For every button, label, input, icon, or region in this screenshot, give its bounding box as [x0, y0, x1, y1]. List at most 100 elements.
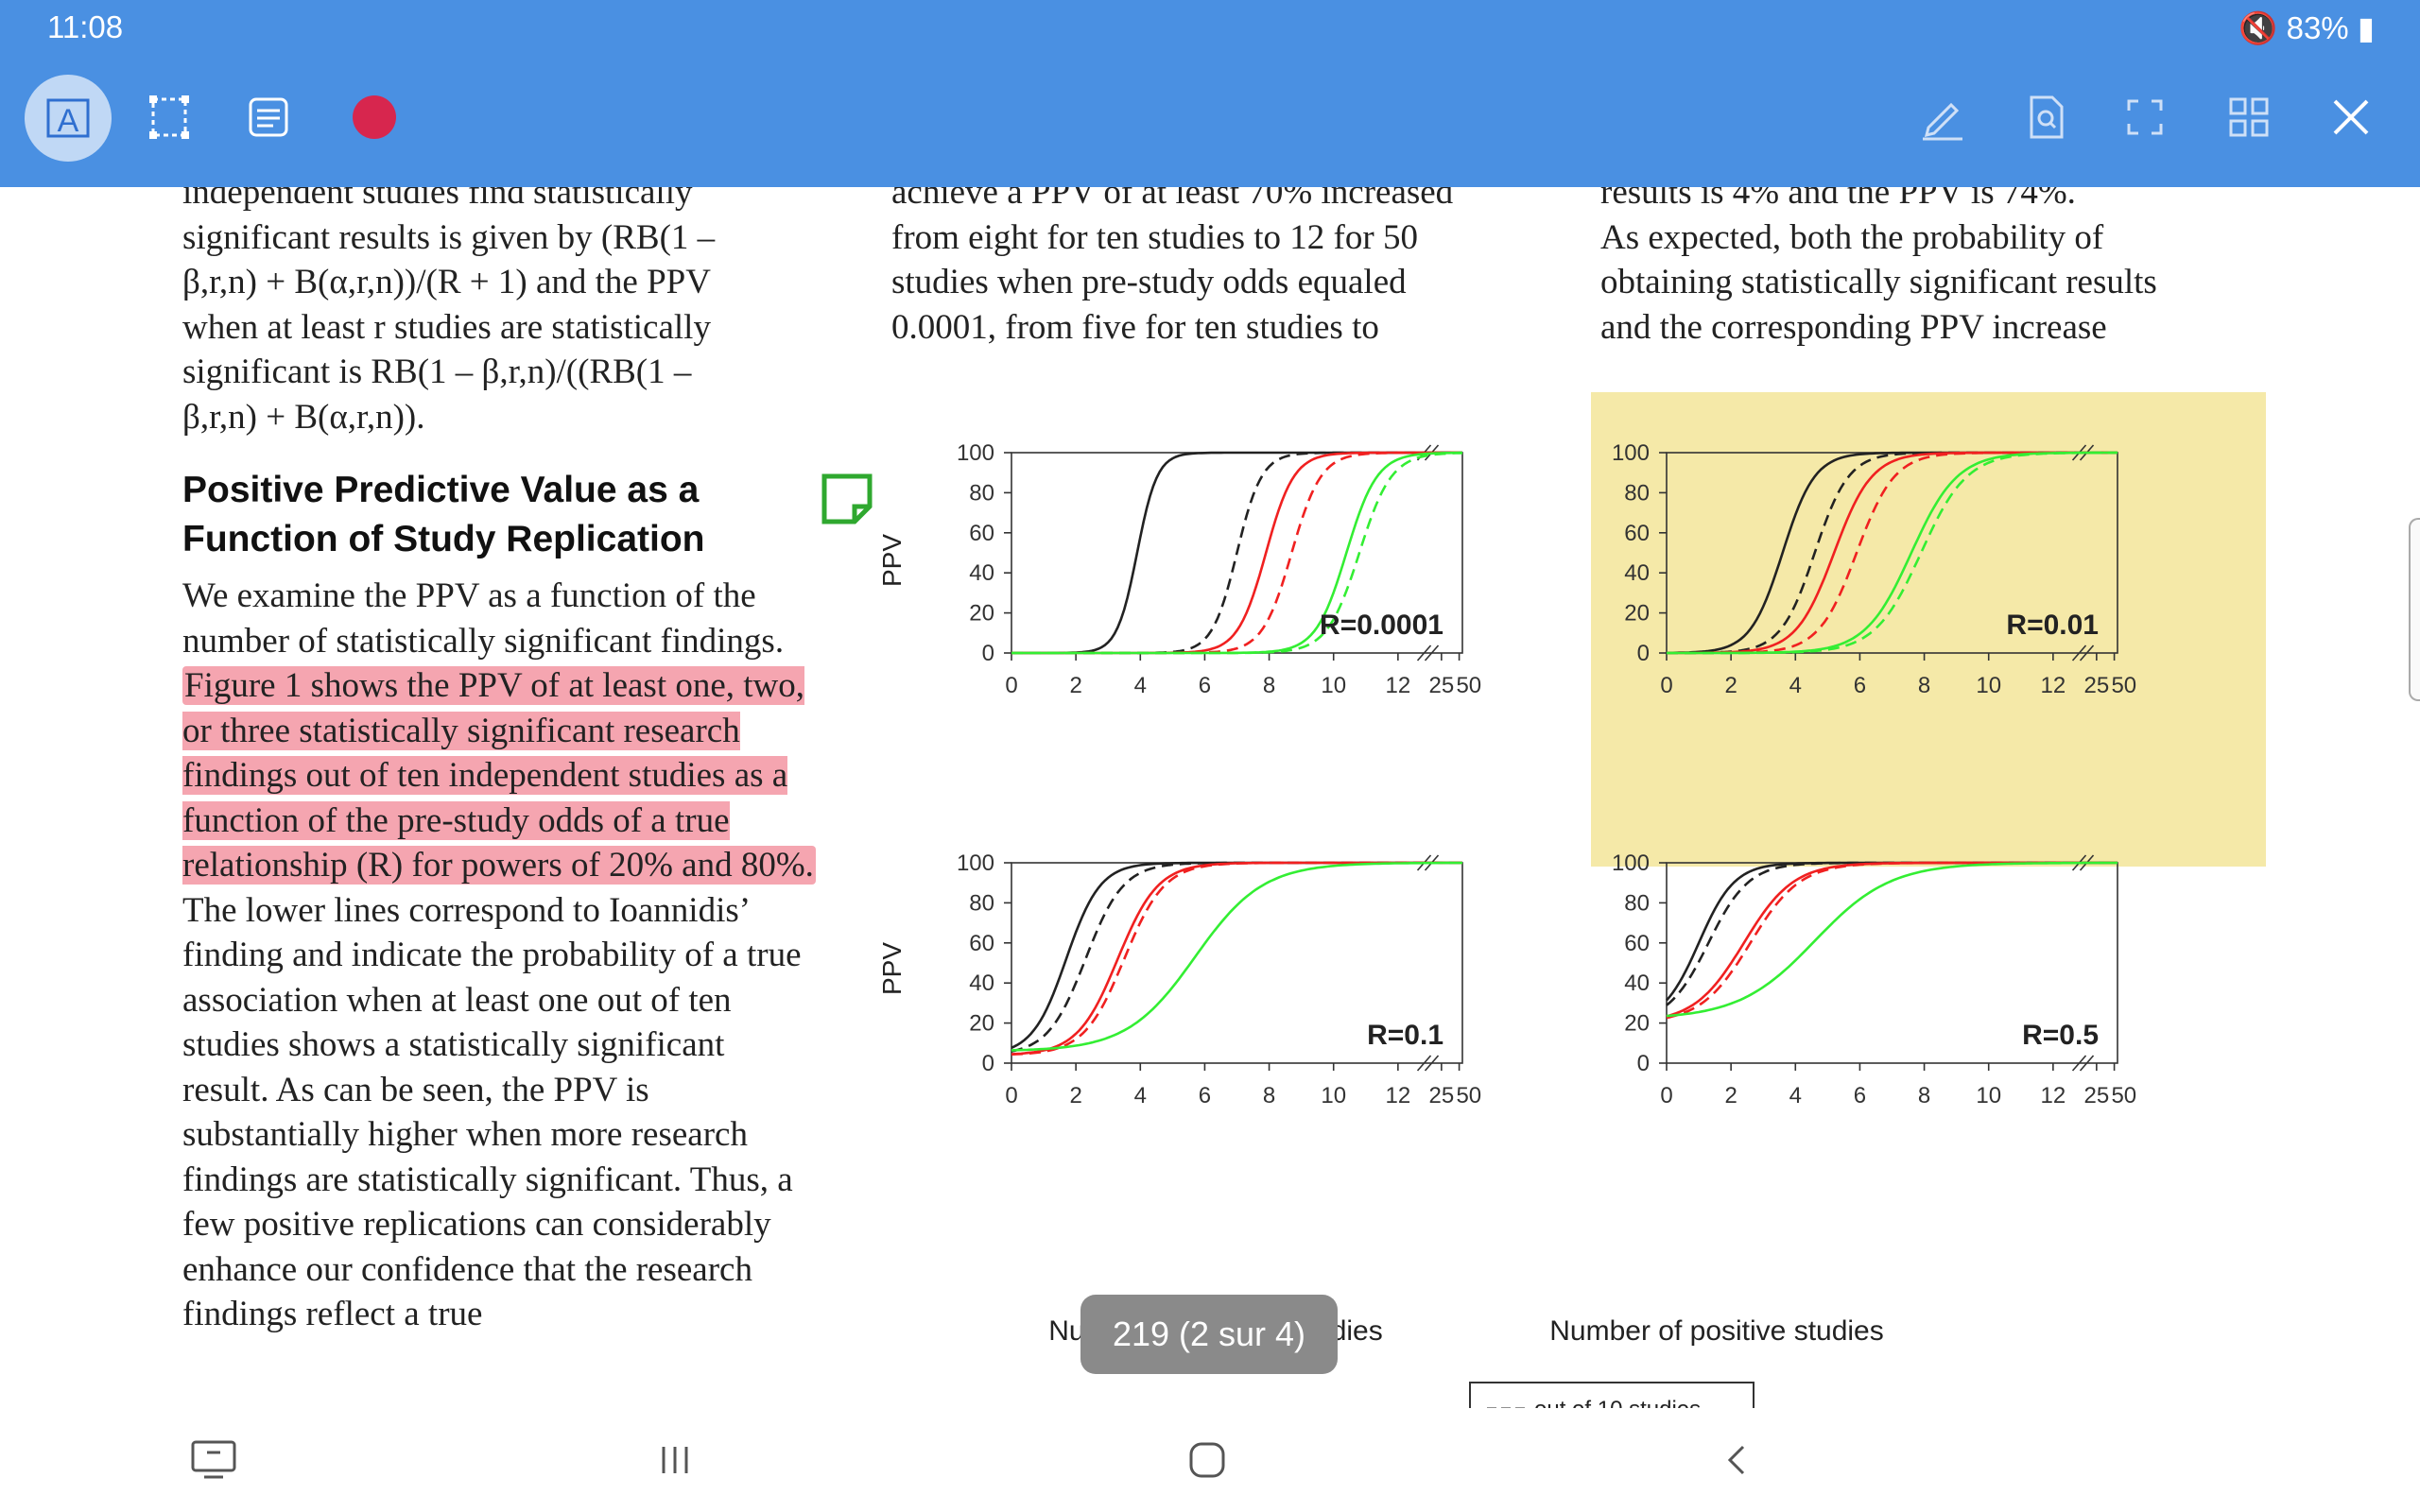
y-tick-label: 100 [1612, 440, 1650, 466]
search-document-button[interactable] [2009, 80, 2083, 154]
close-pen-icon [2333, 99, 2369, 135]
y-tick-label: 20 [969, 1011, 994, 1037]
fullscreen-button[interactable] [2108, 80, 2182, 154]
y-tick-label: 40 [1624, 560, 1650, 586]
left-text-line: significant results is given by (RB(1 – [182, 217, 716, 257]
x-tick-label: 2 [1724, 1083, 1737, 1108]
highlighted-text[interactable]: Figure 1 shows the PPV of at least one, … [182, 666, 816, 885]
sticky-note-icon[interactable] [821, 472, 873, 530]
search-document-icon [2030, 95, 2064, 139]
middle-text-line: studies when pre-study odds equaled [891, 263, 1407, 301]
y-tick-label: 20 [1624, 1011, 1650, 1037]
legend-label: out of 10 studies [1534, 1397, 1701, 1408]
panel-label: R=0.01 [2006, 610, 2099, 641]
grid-view-button[interactable] [2212, 80, 2286, 154]
y-tick-label: 100 [957, 440, 994, 466]
recents-button[interactable] [647, 1432, 703, 1488]
recents-icon [662, 1447, 688, 1473]
middle-text-line: achieve a PPV of at least 70% increased [891, 187, 1454, 212]
y-tick-label: 20 [1624, 601, 1650, 627]
text-select-icon: A [46, 98, 90, 139]
panel-highlight [1591, 392, 2266, 867]
right-text-line: and the corresponding PPV increase [1600, 307, 2107, 347]
record-button[interactable] [337, 80, 411, 154]
x-tick-label: 6 [1854, 1083, 1866, 1108]
x-tick-label: 8 [1263, 1083, 1275, 1108]
section-heading: Positive Predictive Value as a Function … [182, 470, 705, 559]
text-mode-button[interactable]: A [25, 75, 112, 162]
y-axis-label: PPV [877, 942, 907, 995]
close-tool-button[interactable] [2314, 80, 2388, 154]
x-tick-label: 4 [1134, 1083, 1147, 1108]
x-tick-label: 25 [2084, 1083, 2110, 1108]
ppv-curve-black-dashed [1666, 861, 2118, 1006]
right-text-line: results is 4% and the PPV is 74%. [1600, 187, 2076, 212]
system-nav-bar [0, 1408, 2420, 1512]
y-tick-label: 80 [969, 480, 994, 506]
x-tick-label: 6 [1199, 1083, 1211, 1108]
x-tick-label: 0 [1005, 673, 1017, 698]
select-area-button[interactable] [132, 80, 206, 154]
scroll-handle[interactable] [2409, 518, 2420, 701]
x-tick-label: 8 [1263, 673, 1275, 698]
y-tick-label: 40 [969, 971, 994, 996]
left-text-line: independent studies find statistically [182, 187, 693, 212]
left-text-line: β,r,n) + B(α,r,n)). [182, 397, 425, 437]
pen-button[interactable] [1906, 80, 1979, 154]
x-tick-label: 25 [1429, 1083, 1455, 1108]
x-tick-label: 0 [1660, 1083, 1672, 1108]
x-tick-label: 50 [2111, 673, 2136, 698]
grid-icon [2229, 97, 2269, 137]
y-tick-label: 40 [1624, 971, 1650, 996]
x-tick-label: 50 [2111, 1083, 2136, 1108]
axis-break [1416, 1055, 1440, 1072]
ppv-curve-green-solid [1666, 861, 2118, 1018]
mute-icon: 🔇 [2238, 10, 2278, 45]
x-tick-label: 10 [1976, 1083, 2001, 1108]
x-tick-label: 12 [2041, 673, 2066, 698]
y-tick-label: 60 [969, 521, 994, 546]
y-tick-label: 100 [957, 850, 994, 876]
screen-keyboard-icon [191, 1440, 236, 1479]
middle-column: achieve a PPV of at least 70% increased f… [891, 187, 1553, 350]
right-column: results is 4% and the PPV is 74%. As expe… [1600, 187, 2281, 350]
x-tick-label: 6 [1199, 673, 1211, 698]
x-tick-label: 12 [1386, 673, 1411, 698]
x-axis-label: Number of positive studies [1549, 1315, 1884, 1347]
y-tick-label: 60 [1624, 521, 1650, 546]
right-text-line: obtaining statistically significant resu… [1600, 263, 2157, 301]
y-tick-label: 80 [1624, 890, 1650, 916]
fullscreen-icon [2127, 99, 2163, 135]
note-button[interactable] [232, 80, 305, 154]
x-tick-label: 12 [1386, 1083, 1411, 1108]
back-button[interactable] [1709, 1432, 1766, 1488]
x-tick-label: 0 [1005, 1083, 1017, 1108]
x-tick-label: 2 [1724, 673, 1737, 698]
note-icon [249, 97, 288, 137]
figure-1: 0 20 40 60 80 100 0 2 4 6 8 10 12 25 50 R=0.0001 0 20 40 60… [844, 390, 2321, 1408]
y-tick-label: 0 [982, 641, 994, 666]
left-text-line: significant is RB(1 – β,r,n)/((RB(1 – [182, 352, 692, 391]
middle-text-line: 0.0001, from five for ten studies to [891, 307, 1379, 347]
y-tick-label: 60 [969, 931, 994, 956]
ppv-curve-red-solid [1666, 861, 2118, 1018]
x-tick-label: 4 [1134, 673, 1147, 698]
x-tick-label: 50 [1456, 1083, 1481, 1108]
top-app-bar: 11:08 🔇 83% ▮ A [0, 0, 2420, 187]
y-tick-label: 20 [969, 601, 994, 627]
body-paragraph: We examine the PPV as a function of the … [182, 576, 816, 1333]
panel-p4: 0 20 40 60 80 100 0 2 4 6 8 10 12 25 50 R=0.5 [1612, 850, 2136, 1108]
x-tick-label: 8 [1918, 673, 1930, 698]
x-tick-label: 2 [1069, 1083, 1081, 1108]
panel-label: R=0.0001 [1320, 610, 1443, 641]
x-tick-label: 12 [2041, 1083, 2066, 1108]
keyboard-screen-button[interactable] [185, 1432, 242, 1488]
page-indicator: 219 (2 sur 4) [1080, 1295, 1338, 1374]
battery-charging-icon: ▮ [2357, 10, 2375, 45]
x-tick-label: 4 [1789, 673, 1802, 698]
axis-break [2071, 644, 2095, 662]
home-button[interactable] [1179, 1432, 1236, 1488]
x-tick-label: 10 [1321, 673, 1346, 698]
y-tick-label: 0 [1637, 641, 1650, 666]
